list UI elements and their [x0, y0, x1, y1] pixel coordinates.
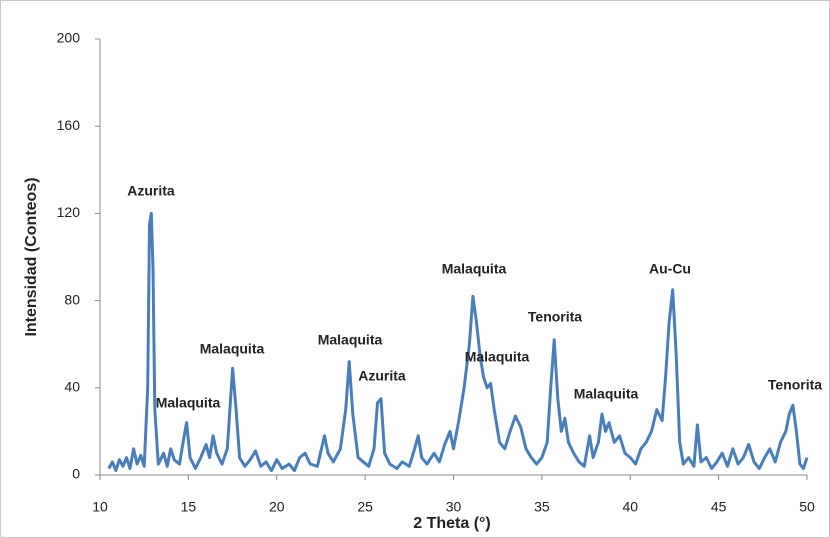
x-tick-label: 40 — [622, 499, 638, 515]
y-tick-label: 40 — [64, 379, 80, 395]
x-tick-label: 35 — [534, 499, 550, 515]
peak-label: Tenorita — [768, 377, 822, 393]
peak-label: Malaquita — [465, 349, 530, 365]
x-tick-label: 20 — [269, 499, 285, 515]
peak-label: Au-Cu — [649, 261, 691, 277]
peak-label: Malaquita — [200, 341, 265, 357]
x-axis-label: 2 Theta (°) — [413, 515, 491, 532]
y-tick-label: 0 — [72, 466, 80, 482]
peak-label: Malaquita — [156, 395, 221, 411]
peak-label: Malaquita — [318, 332, 383, 348]
y-tick-label: 80 — [64, 291, 80, 307]
peak-label: Malaquita — [574, 386, 639, 402]
y-tick-label: 200 — [57, 30, 81, 46]
x-tick-label: 45 — [711, 499, 727, 515]
x-tick-label: 30 — [446, 499, 462, 515]
peak-label: Malaquita — [442, 261, 507, 277]
y-axis-label: Intensidad (Conteos) — [23, 177, 40, 336]
peak-label: Tenorita — [528, 309, 582, 325]
y-tick-label: 120 — [57, 204, 81, 220]
x-tick-label: 50 — [799, 499, 815, 515]
x-tick-label: 10 — [92, 499, 108, 515]
x-tick-label: 25 — [357, 499, 373, 515]
peak-label: Azurita — [358, 368, 406, 384]
data-line — [107, 211, 809, 473]
y-tick-label: 160 — [57, 117, 81, 133]
x-tick-label: 15 — [181, 499, 197, 515]
peak-label: Azurita — [127, 183, 175, 199]
